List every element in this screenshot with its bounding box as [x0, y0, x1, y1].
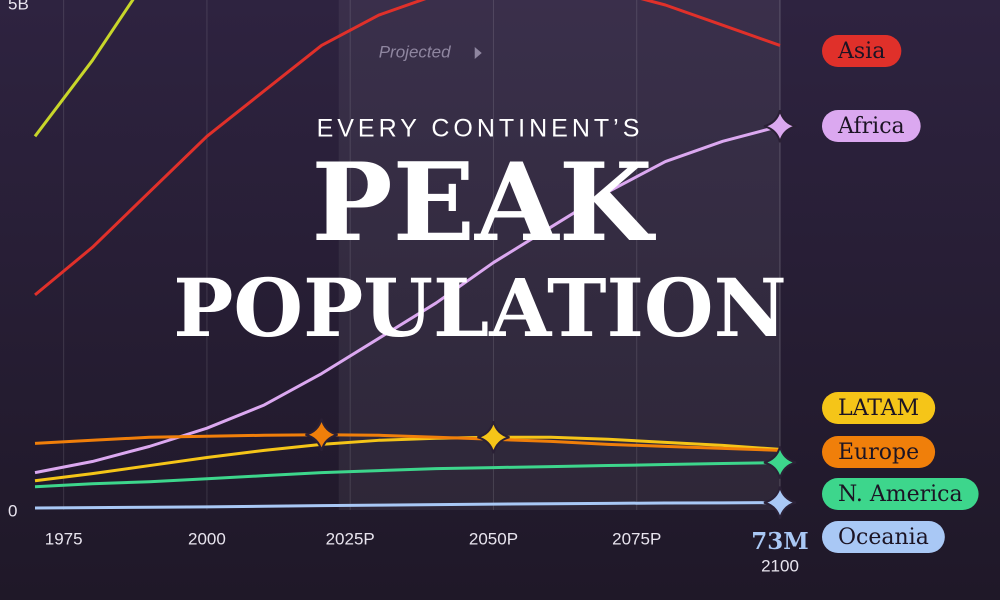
projection-band — [338, 0, 780, 510]
series-line — [34, 435, 781, 483]
title: EVERY CONTINENT’S — [317, 115, 644, 143]
projected-label: Projected — [379, 42, 451, 61]
legend-label: Europe — [838, 440, 919, 465]
x-tick-label: 1975 — [45, 529, 83, 548]
series-line — [34, 0, 781, 297]
legend-item: Asia — [822, 35, 902, 67]
legend-pill — [822, 478, 979, 510]
legend-item: LATAM — [822, 392, 936, 424]
legend-item: Europe — [822, 436, 936, 468]
peak-marker — [477, 421, 510, 454]
legend-label: Africa — [837, 114, 905, 139]
legend-pill — [822, 392, 936, 424]
legend-item: N. America — [822, 478, 979, 510]
peak-marker — [305, 418, 338, 452]
lines-layer — [33, 0, 781, 510]
x-tick-label: 2000 — [188, 529, 226, 548]
x-tick-label: 2025P — [326, 529, 375, 548]
subtitle: PEAK — [311, 140, 656, 266]
series-line — [34, 433, 781, 452]
x-tick-label: 2075P — [612, 529, 661, 548]
legend-pill — [822, 35, 902, 67]
series-line — [34, 501, 781, 510]
legend-label: LATAM — [838, 396, 919, 421]
peak-marker — [763, 109, 797, 143]
projection-layer: Projected — [338, 0, 780, 510]
subtitle: POPULATION — [173, 261, 786, 355]
legend-label: N. America — [838, 482, 963, 507]
legend-pill — [822, 436, 936, 468]
series-line — [34, 461, 781, 489]
legend-item: Oceania — [822, 521, 945, 553]
overlay-layer: Asia Africa LATAM Europe N. America Oceania 73… — [305, 35, 979, 555]
value-label: 73M — [751, 528, 808, 555]
legend-pill — [822, 110, 921, 142]
legend-label: Oceania — [838, 525, 929, 550]
x-tick-label: 2050P — [469, 529, 518, 548]
legend-label: Asia — [837, 39, 885, 64]
legend-pill — [822, 521, 945, 553]
peak-marker — [763, 486, 797, 519]
x-tick-label: 2100 — [761, 556, 799, 575]
legend-item: Africa — [822, 110, 921, 142]
series-line — [34, 124, 781, 475]
y-tick-label: 0 — [8, 501, 17, 520]
peak-marker — [763, 446, 797, 479]
y-tick-label: 5B — [8, 0, 29, 13]
projected-arrow — [474, 47, 482, 59]
